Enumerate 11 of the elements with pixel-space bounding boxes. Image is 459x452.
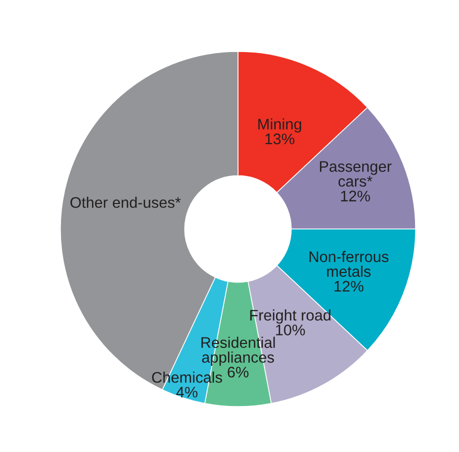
slice-label: Non-ferrous metals [310,250,388,277]
data-label: 10% [276,324,305,336]
data-label: 13% [265,134,294,144]
data-label: 6% [228,366,248,378]
data-label: 12% [341,190,370,202]
data-label: 4% [176,386,198,398]
slice-label: Passenger cars* [320,161,392,187]
slice-label: Freight road [250,309,330,324]
data-label: 12% [334,280,364,292]
slice-label: Mining [258,118,302,133]
slice-label: Other end-uses* [70,196,181,208]
